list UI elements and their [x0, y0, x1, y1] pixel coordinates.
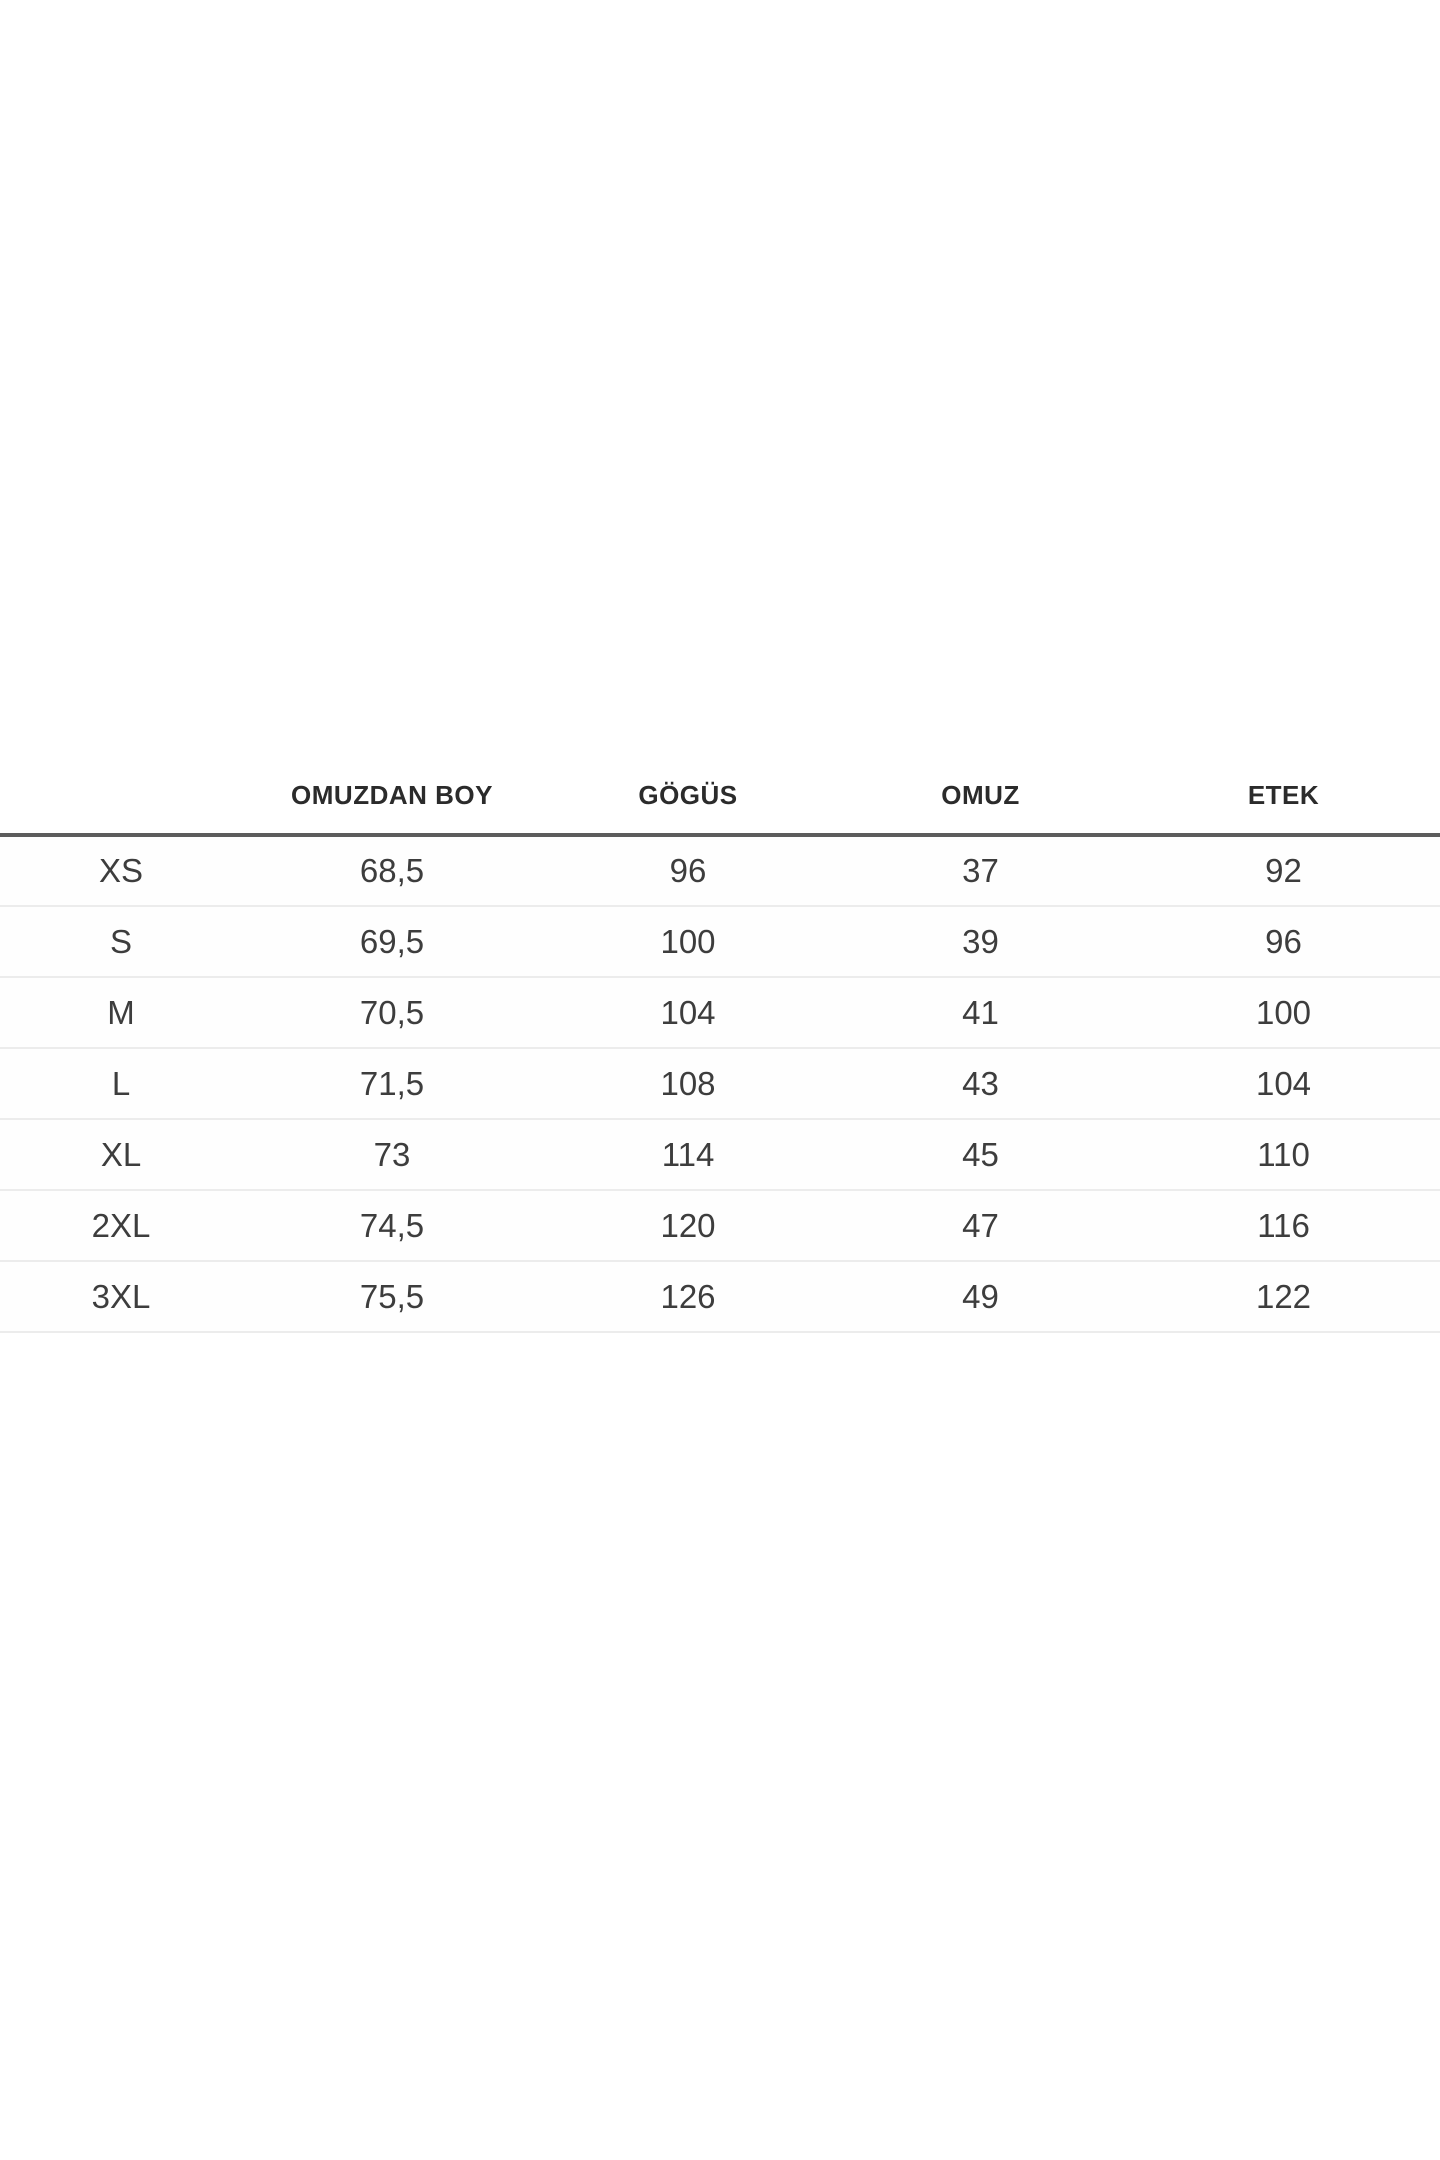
value-cell: 68,5 [242, 835, 542, 907]
column-header-gogus: GÖGÜS [542, 757, 834, 837]
value-cell: 73 [242, 1119, 542, 1191]
value-cell: 96 [542, 835, 834, 907]
table-row: L 71,5 108 43 104 [0, 1048, 1440, 1120]
column-header-omuz: OMUZ [834, 757, 1127, 837]
table-row: 3XL 75,5 126 49 122 [0, 1261, 1440, 1333]
size-cell: 2XL [0, 1190, 242, 1262]
value-cell: 37 [834, 835, 1127, 907]
table-row: XS 68,5 96 37 92 [0, 835, 1440, 907]
table-row: XL 73 114 45 110 [0, 1119, 1440, 1191]
value-cell: 43 [834, 1048, 1127, 1120]
value-cell: 104 [542, 977, 834, 1049]
value-cell: 49 [834, 1261, 1127, 1333]
value-cell: 47 [834, 1190, 1127, 1262]
header-row: OMUZDAN BOY GÖGÜS OMUZ ETEK [0, 757, 1440, 837]
size-chart-header: OMUZDAN BOY GÖGÜS OMUZ ETEK [0, 757, 1440, 837]
value-cell: 110 [1127, 1119, 1440, 1191]
value-cell: 126 [542, 1261, 834, 1333]
table-row: 2XL 74,5 120 47 116 [0, 1190, 1440, 1262]
value-cell: 70,5 [242, 977, 542, 1049]
size-cell: XS [0, 835, 242, 907]
column-header-omuzdan-boy: OMUZDAN BOY [242, 757, 542, 837]
value-cell: 100 [542, 906, 834, 978]
size-cell: M [0, 977, 242, 1049]
size-cell: XL [0, 1119, 242, 1191]
column-header-size [0, 757, 242, 837]
value-cell: 122 [1127, 1261, 1440, 1333]
size-chart-table: OMUZDAN BOY GÖGÜS OMUZ ETEK XS 68,5 96 3… [0, 757, 1440, 1333]
value-cell: 114 [542, 1119, 834, 1191]
size-cell: 3XL [0, 1261, 242, 1333]
table-row: M 70,5 104 41 100 [0, 977, 1440, 1049]
value-cell: 71,5 [242, 1048, 542, 1120]
size-cell: S [0, 906, 242, 978]
value-cell: 74,5 [242, 1190, 542, 1262]
value-cell: 100 [1127, 977, 1440, 1049]
value-cell: 108 [542, 1048, 834, 1120]
value-cell: 96 [1127, 906, 1440, 978]
value-cell: 39 [834, 906, 1127, 978]
size-chart-body: XS 68,5 96 37 92 S 69,5 100 39 96 M 70,5… [0, 835, 1440, 1333]
table-row: S 69,5 100 39 96 [0, 906, 1440, 978]
value-cell: 75,5 [242, 1261, 542, 1333]
value-cell: 104 [1127, 1048, 1440, 1120]
value-cell: 116 [1127, 1190, 1440, 1262]
value-cell: 120 [542, 1190, 834, 1262]
value-cell: 41 [834, 977, 1127, 1049]
value-cell: 69,5 [242, 906, 542, 978]
value-cell: 92 [1127, 835, 1440, 907]
value-cell: 45 [834, 1119, 1127, 1191]
column-header-etek: ETEK [1127, 757, 1440, 837]
size-cell: L [0, 1048, 242, 1120]
